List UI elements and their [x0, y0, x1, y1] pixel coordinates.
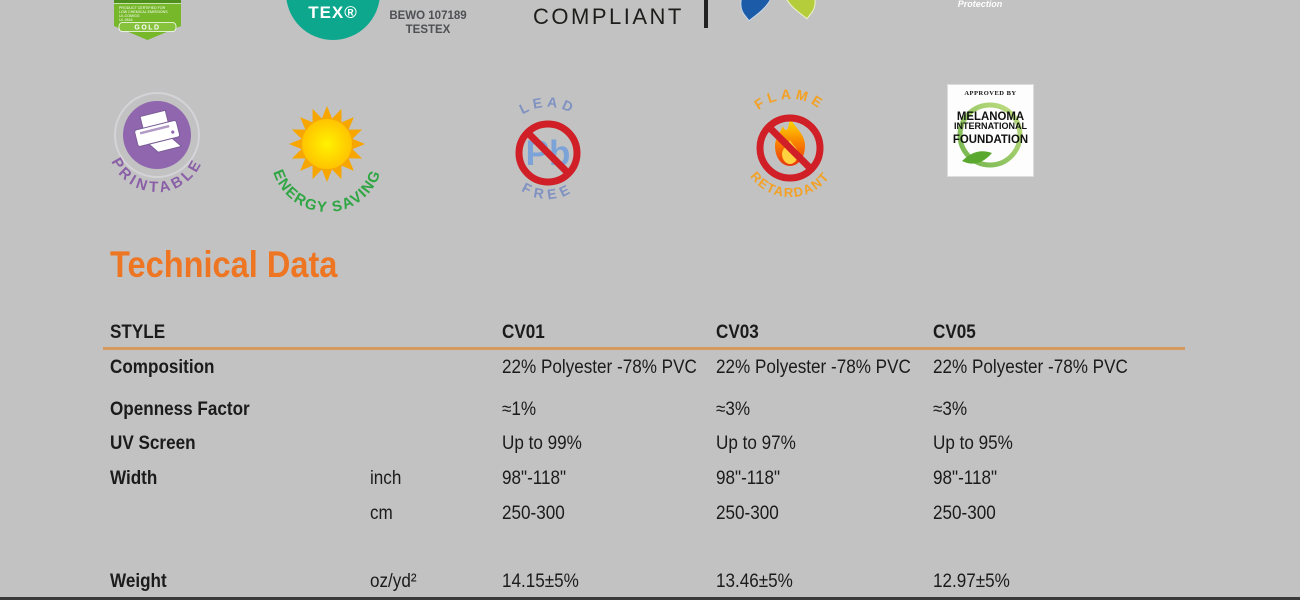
melanoma-line: INTERNATIONAL: [953, 121, 1028, 132]
svg-text:LEAD: LEAD: [517, 94, 580, 117]
uv-protection-label: Protection: [957, 0, 1003, 9]
oeko-tex-circle-label: TEX®: [308, 3, 358, 22]
table-cell: 22% Polyester -78% PVC: [933, 357, 1128, 378]
greenguard-text-line: UL.COM/GG: [119, 14, 140, 18]
flame-retardant-badge-icon: FLAME RETARDANT: [748, 86, 833, 200]
table-cell: 22% Polyester -78% PVC: [716, 357, 911, 378]
row-unit: inch: [370, 468, 402, 489]
lead-arc-label: LEAD: [517, 94, 576, 117]
lead-free-badge-icon: LEAD Pb FREE: [515, 94, 581, 203]
table-cell: 98"-118": [716, 468, 781, 489]
uv-protection-shield-icon: Protection: [920, 0, 1045, 40]
table-cell: Up to 97%: [716, 433, 796, 454]
table-cell: 98"-118": [502, 468, 567, 489]
greenguard-text-line: PRODUCT CERTIFIED FOR: [119, 6, 166, 10]
row-label: Width: [110, 468, 158, 489]
row-label: Weight: [110, 571, 167, 592]
table-cell: 250-300: [933, 503, 996, 524]
row-label: Openness Factor: [110, 399, 250, 420]
rohs-word: RoHS: [539, 0, 693, 2]
greenguard-text-line: LOW CHEMICAL EMISSIONS: [119, 10, 168, 14]
leaf-swirl-icon: [957, 102, 1023, 168]
bottom-edge-bar: [0, 597, 1300, 600]
table-cell: ≈1%: [502, 399, 537, 420]
prohibition-icon: [756, 114, 824, 182]
oeko-tex-institute: TESTEX: [406, 24, 451, 36]
table-cell: ≈3%: [933, 399, 968, 420]
table-cell: ≈3%: [716, 399, 751, 420]
table-cell: 250-300: [502, 503, 565, 524]
svg-text:RETARDANT: RETARDANT: [748, 168, 833, 200]
table-header-cv03: CV03: [716, 322, 759, 343]
table-header-style: STYLE: [110, 322, 166, 343]
rohs-word-cropped: RoHS: [533, 0, 693, 6]
row-label: Composition: [110, 357, 215, 378]
table-cell: Up to 95%: [933, 433, 1013, 454]
printable-badge-icon: PRINTABLE: [108, 92, 203, 196]
blue-leaf-icon: [730, 0, 787, 22]
greenguard-gold-label: GOLD: [134, 25, 160, 32]
svg-text:FLAME: FLAME: [751, 86, 828, 113]
leaves-logo-icon: [730, 0, 825, 30]
prohibition-icon: [515, 120, 581, 186]
oeko-tex-badge-icon: TEX® BEWO 107189 TESTEX: [286, 0, 467, 40]
energy-saving-badge-icon: ENERGY SAVING: [269, 106, 383, 216]
printer-icon: [134, 109, 183, 153]
rohs-compliant-label: COMPLIANT: [533, 4, 684, 29]
greenguard-text-line: UL 2818: [119, 18, 132, 22]
greenguard-gold-badge-icon: PRODUCT CERTIFIED FOR LOW CHEMICAL EMISS…: [114, 0, 181, 40]
flame-arc-label: FLAME: [751, 86, 824, 113]
row-unit: cm: [370, 503, 393, 524]
table-header-cv05: CV05: [933, 322, 976, 343]
table-cell: 12.97±5%: [933, 571, 1010, 592]
table-cell: 22% Polyester -78% PVC: [502, 357, 697, 378]
row-label: UV Screen: [110, 433, 196, 454]
free-arc-label: FREE: [520, 179, 572, 202]
table-cell: 98"-118": [933, 468, 998, 489]
svg-text:FREE: FREE: [520, 179, 577, 202]
table-header-cv01: CV01: [502, 322, 545, 343]
green-leaf-icon: [769, 0, 825, 20]
melanoma-line: FOUNDATION: [952, 131, 1029, 146]
table-header-rule: [103, 347, 1185, 350]
melanoma-line: MELANOMA: [956, 109, 1025, 123]
table-cell: Up to 99%: [502, 433, 582, 454]
logo-divider: [704, 0, 708, 28]
melanoma-foundation-badge: APPROVED BY MELANOMA INTERNATIONAL FOUND…: [947, 84, 1034, 177]
row-unit: oz/yd²: [370, 571, 417, 592]
table-cell: 14.15±5%: [502, 571, 579, 592]
oeko-tex-cert-number: BEWO 107189: [389, 10, 466, 22]
approved-by-label: APPROVED BY: [964, 90, 1017, 97]
section-title: Technical Data: [110, 244, 338, 285]
table-cell: 13.46±5%: [716, 571, 793, 592]
retardant-arc-label: RETARDANT: [748, 168, 831, 200]
table-cell: 250-300: [716, 503, 779, 524]
